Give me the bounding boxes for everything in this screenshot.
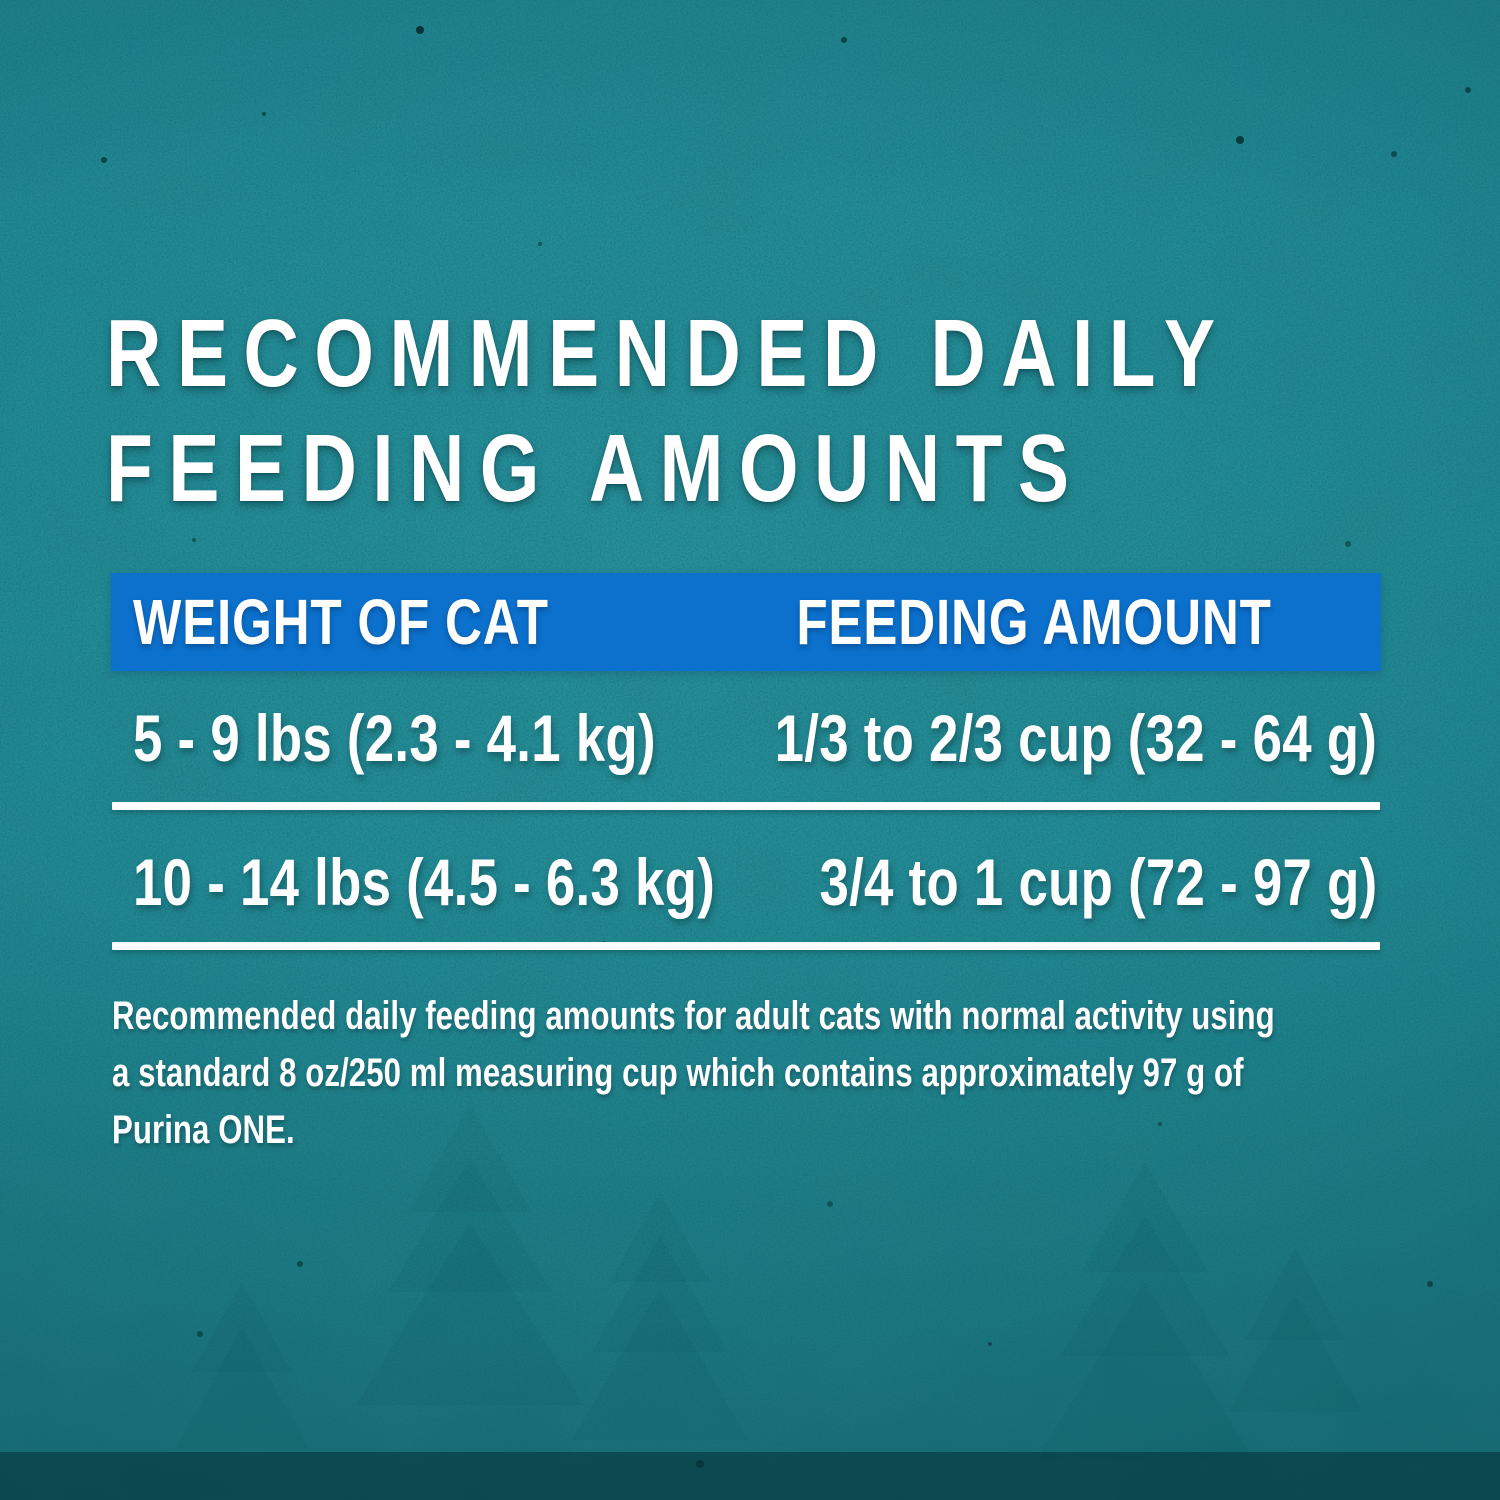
- footnote-line-1: Recommended daily feeding amounts for ad…: [112, 994, 1275, 1038]
- footnote: Recommended daily feeding amounts for ad…: [112, 988, 1275, 1159]
- row1-amount-cell: 1/3 to 2/3 cup (32 - 64 g): [774, 701, 1377, 775]
- row2-weight-cell: 10 - 14 lbs (4.5 - 6.3 kg): [133, 845, 716, 919]
- page-title-line-2: FEEDING AMOUNTS: [106, 415, 1085, 522]
- row1-weight-cell: 5 - 9 lbs (2.3 - 4.1 kg): [133, 701, 656, 775]
- row-divider-1: [112, 802, 1380, 810]
- page-title: RECOMMENDED DAILY FEEDING AMOUNTS: [106, 296, 1230, 526]
- table-header-bar: WEIGHT OF CAT FEEDING AMOUNT: [111, 573, 1381, 671]
- row-divider-2: [112, 942, 1380, 950]
- row2-amount-cell: 3/4 to 1 cup (72 - 97 g): [819, 845, 1377, 919]
- page-title-line-1: RECOMMENDED DAILY: [106, 300, 1231, 407]
- column-header-weight-of-cat: WEIGHT OF CAT: [133, 586, 549, 658]
- footnote-line-3: Purina ONE.: [112, 1108, 295, 1152]
- column-header-feeding-amount: FEEDING AMOUNT: [796, 586, 1272, 658]
- footnote-line-2: a standard 8 oz/250 ml measuring cup whi…: [112, 1051, 1244, 1095]
